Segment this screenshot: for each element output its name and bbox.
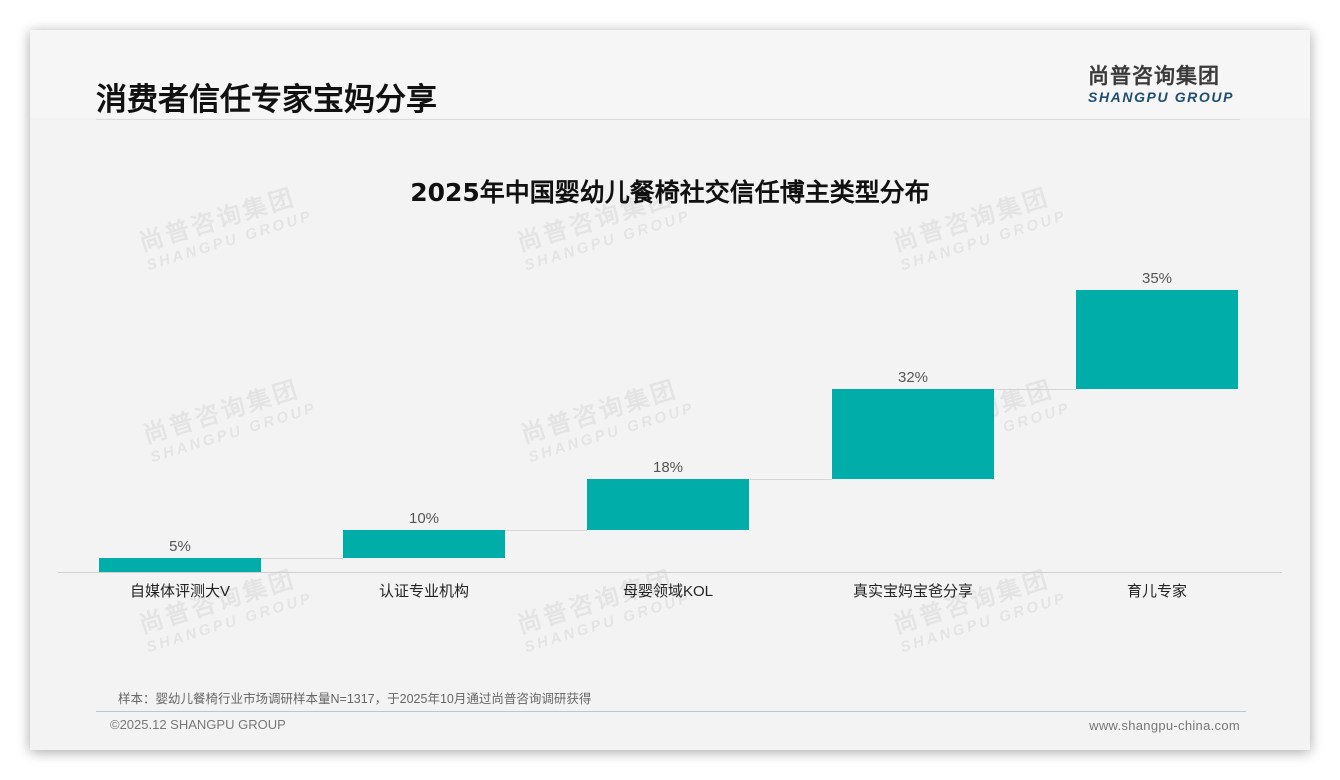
footer-divider xyxy=(96,711,1246,712)
category-label: 自媒体评测大V xyxy=(129,583,230,600)
category-label: 母婴领域KOL xyxy=(622,583,713,600)
connector-line xyxy=(749,478,832,480)
logo-en-text: SHANGPU GROUP xyxy=(1088,89,1235,105)
bar xyxy=(587,478,749,530)
category-label: 认证专业机构 xyxy=(378,583,469,600)
page-title: 消费者信任专家宝妈分享 xyxy=(96,82,437,118)
chart-title: 2025年中国婴幼儿餐椅社交信任博主类型分布 xyxy=(410,178,930,207)
bar xyxy=(1076,290,1238,389)
bar xyxy=(99,557,261,572)
header-band xyxy=(30,30,1310,118)
bar-value-label: 5% xyxy=(169,537,191,555)
connector-line xyxy=(994,388,1076,390)
company-logo: 尚普咨询集团 SHANGPU GROUP xyxy=(1088,63,1240,105)
logo-cn-text: 尚普咨询集团 xyxy=(1088,64,1220,88)
website-link[interactable]: www.shangpu-china.com xyxy=(1089,718,1240,733)
bar-value-label: 35% xyxy=(1141,270,1173,287)
bar xyxy=(832,388,994,479)
bar-value-label: 18% xyxy=(652,458,684,476)
category-label: 育儿专家 xyxy=(1126,583,1187,600)
category-label: 真实宝妈宝爸分享 xyxy=(852,583,973,600)
connector-line xyxy=(261,557,343,559)
bar xyxy=(343,529,505,558)
bar-value-label: 10% xyxy=(408,509,440,527)
x-axis-line xyxy=(58,572,1282,573)
copyright-text: ©2025.12 SHANGPU GROUP xyxy=(110,717,286,732)
waterfall-chart: 5% 自媒体评测大V 10% 认证专业机构 18% 母婴领域KOL 32% 真实宝妈宝爸分享 3… xyxy=(58,260,1282,600)
connector-line xyxy=(505,529,587,531)
sample-note: 样本：婴幼儿餐椅行业市场调研样本量N=1317，于2025年10月通过尚普咨询调… xyxy=(118,692,592,706)
slide: 消费者信任专家宝妈分享 尚普咨询集团 SHANGPU GROUP 尚普咨询集团 S… xyxy=(30,30,1310,750)
bar-value-label: 32% xyxy=(897,368,929,386)
title-divider xyxy=(96,119,1240,120)
